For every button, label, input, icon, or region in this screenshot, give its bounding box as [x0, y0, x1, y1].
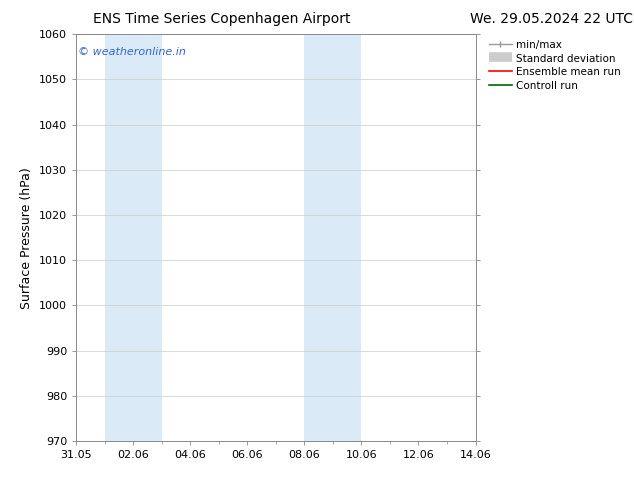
- Bar: [105, 34, 162, 441]
- Bar: [304, 34, 361, 441]
- Y-axis label: Surface Pressure (hPa): Surface Pressure (hPa): [20, 167, 34, 309]
- Text: ENS Time Series Copenhagen Airport: ENS Time Series Copenhagen Airport: [93, 12, 351, 26]
- Text: We. 29.05.2024 22 UTC: We. 29.05.2024 22 UTC: [470, 12, 633, 26]
- Text: © weatheronline.in: © weatheronline.in: [78, 47, 186, 56]
- Legend: min/max, Standard deviation, Ensemble mean run, Controll run: min/max, Standard deviation, Ensemble me…: [489, 40, 621, 91]
